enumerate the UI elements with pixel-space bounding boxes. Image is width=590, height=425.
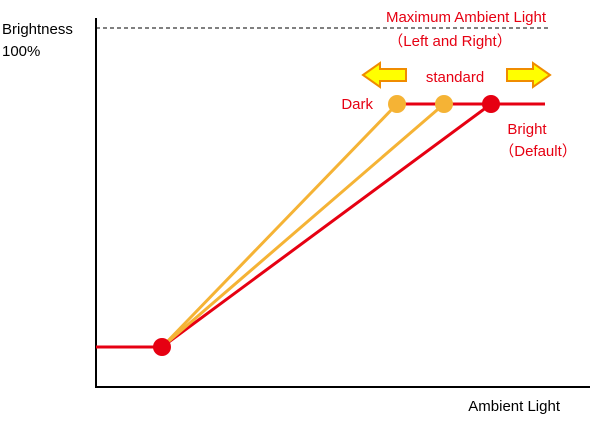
dark-point — [388, 95, 406, 113]
bright-curve — [96, 102, 545, 349]
annotation-subtitle: （Left and Right） — [388, 33, 511, 50]
left-arrow — [361, 61, 407, 89]
bright-note: （Default） — [499, 143, 577, 160]
x-axis-label: Ambient Light — [468, 398, 561, 415]
low-point — [153, 338, 171, 356]
bright-point — [482, 95, 500, 113]
right-arrow — [506, 61, 552, 89]
dark-label: Dark — [341, 96, 373, 113]
dark-curve — [160, 102, 399, 349]
annotation-title: Maximum Ambient Light — [386, 9, 547, 26]
standard-point — [435, 95, 453, 113]
y-max-label: 100% — [2, 43, 40, 60]
standard-label: standard — [426, 69, 484, 86]
bright-label: Bright — [507, 121, 547, 138]
standard-curve — [161, 102, 445, 349]
y-axis-label: Brightness — [2, 21, 73, 38]
